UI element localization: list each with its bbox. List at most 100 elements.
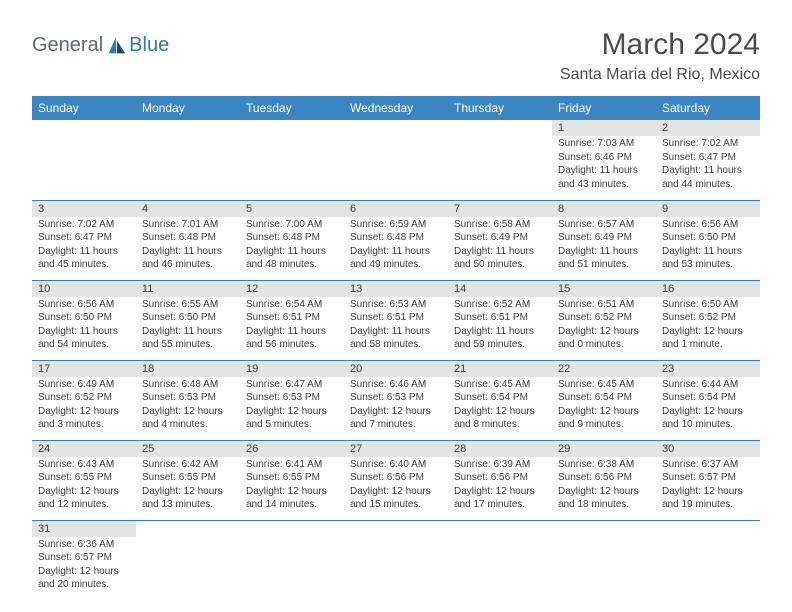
day-cell: 15Sunrise: 6:51 AMSunset: 6:52 PMDayligh… bbox=[552, 280, 656, 360]
day-cell: 30Sunrise: 6:37 AMSunset: 6:57 PMDayligh… bbox=[656, 440, 760, 520]
day-cell: 31Sunrise: 6:36 AMSunset: 6:57 PMDayligh… bbox=[32, 520, 136, 600]
day-detail: Sunrise: 6:46 AMSunset: 6:53 PMDaylight:… bbox=[344, 377, 448, 435]
daylight-text: Daylight: 11 hours and 55 minutes. bbox=[142, 325, 234, 352]
day-number: 24 bbox=[32, 441, 136, 457]
day-cell: 12Sunrise: 6:54 AMSunset: 6:51 PMDayligh… bbox=[240, 280, 344, 360]
sunrise-text: Sunrise: 7:02 AM bbox=[662, 137, 754, 151]
day-cell: 14Sunrise: 6:52 AMSunset: 6:51 PMDayligh… bbox=[448, 280, 552, 360]
day-detail: Sunrise: 6:45 AMSunset: 6:54 PMDaylight:… bbox=[448, 377, 552, 435]
sunset-text: Sunset: 6:55 PM bbox=[246, 471, 338, 485]
daylight-text: Daylight: 11 hours and 50 minutes. bbox=[454, 245, 546, 272]
day-detail: Sunrise: 6:51 AMSunset: 6:52 PMDaylight:… bbox=[552, 297, 656, 355]
empty-cell bbox=[656, 520, 760, 600]
sunset-text: Sunset: 6:51 PM bbox=[454, 311, 546, 325]
day-detail: Sunrise: 7:03 AMSunset: 6:46 PMDaylight:… bbox=[552, 136, 656, 194]
sunset-text: Sunset: 6:55 PM bbox=[142, 471, 234, 485]
day-cell: 5Sunrise: 7:00 AMSunset: 6:48 PMDaylight… bbox=[240, 200, 344, 280]
day-number: 17 bbox=[32, 361, 136, 377]
sunset-text: Sunset: 6:49 PM bbox=[454, 231, 546, 245]
sunrise-text: Sunrise: 6:45 AM bbox=[454, 378, 546, 392]
sunrise-text: Sunrise: 7:00 AM bbox=[246, 218, 338, 232]
day-detail: Sunrise: 6:54 AMSunset: 6:51 PMDaylight:… bbox=[240, 297, 344, 355]
day-number: 7 bbox=[448, 201, 552, 217]
day-number: 15 bbox=[552, 281, 656, 297]
day-detail: Sunrise: 6:55 AMSunset: 6:50 PMDaylight:… bbox=[136, 297, 240, 355]
day-number: 18 bbox=[136, 361, 240, 377]
sunrise-text: Sunrise: 6:44 AM bbox=[662, 378, 754, 392]
sunset-text: Sunset: 6:50 PM bbox=[662, 231, 754, 245]
day-cell: 3Sunrise: 7:02 AMSunset: 6:47 PMDaylight… bbox=[32, 200, 136, 280]
location-label: Santa Maria del Rio, Mexico bbox=[560, 66, 760, 84]
daylight-text: Daylight: 12 hours and 10 minutes. bbox=[662, 405, 754, 432]
sunrise-text: Sunrise: 6:38 AM bbox=[558, 458, 650, 472]
day-number: 20 bbox=[344, 361, 448, 377]
day-number: 25 bbox=[136, 441, 240, 457]
sunset-text: Sunset: 6:50 PM bbox=[38, 311, 130, 325]
sunrise-text: Sunrise: 6:58 AM bbox=[454, 218, 546, 232]
day-detail: Sunrise: 6:58 AMSunset: 6:49 PMDaylight:… bbox=[448, 217, 552, 275]
sunrise-text: Sunrise: 6:49 AM bbox=[38, 378, 130, 392]
daylight-text: Daylight: 12 hours and 9 minutes. bbox=[558, 405, 650, 432]
day-detail: Sunrise: 7:00 AMSunset: 6:48 PMDaylight:… bbox=[240, 217, 344, 275]
day-detail: Sunrise: 7:02 AMSunset: 6:47 PMDaylight:… bbox=[32, 217, 136, 275]
sunrise-text: Sunrise: 6:42 AM bbox=[142, 458, 234, 472]
day-cell: 11Sunrise: 6:55 AMSunset: 6:50 PMDayligh… bbox=[136, 280, 240, 360]
sunrise-text: Sunrise: 6:50 AM bbox=[662, 298, 754, 312]
daylight-text: Daylight: 11 hours and 58 minutes. bbox=[350, 325, 442, 352]
day-number: 14 bbox=[448, 281, 552, 297]
sunset-text: Sunset: 6:52 PM bbox=[38, 391, 130, 405]
daylight-text: Daylight: 11 hours and 59 minutes. bbox=[454, 325, 546, 352]
daylight-text: Daylight: 12 hours and 8 minutes. bbox=[454, 405, 546, 432]
weekday-header: Thursday bbox=[448, 96, 552, 120]
calendar-table: SundayMondayTuesdayWednesdayThursdayFrid… bbox=[32, 96, 760, 600]
weekday-header: Friday bbox=[552, 96, 656, 120]
daylight-text: Daylight: 12 hours and 13 minutes. bbox=[142, 485, 234, 512]
day-number: 1 bbox=[552, 120, 656, 136]
sunrise-text: Sunrise: 6:52 AM bbox=[454, 298, 546, 312]
day-cell: 28Sunrise: 6:39 AMSunset: 6:56 PMDayligh… bbox=[448, 440, 552, 520]
day-cell: 20Sunrise: 6:46 AMSunset: 6:53 PMDayligh… bbox=[344, 360, 448, 440]
daylight-text: Daylight: 11 hours and 49 minutes. bbox=[350, 245, 442, 272]
day-detail: Sunrise: 6:39 AMSunset: 6:56 PMDaylight:… bbox=[448, 457, 552, 515]
daylight-text: Daylight: 12 hours and 3 minutes. bbox=[38, 405, 130, 432]
sunset-text: Sunset: 6:47 PM bbox=[662, 151, 754, 165]
day-cell: 8Sunrise: 6:57 AMSunset: 6:49 PMDaylight… bbox=[552, 200, 656, 280]
sunset-text: Sunset: 6:52 PM bbox=[558, 311, 650, 325]
day-number: 8 bbox=[552, 201, 656, 217]
day-number: 23 bbox=[656, 361, 760, 377]
sunrise-text: Sunrise: 6:46 AM bbox=[350, 378, 442, 392]
logo: General Blue bbox=[32, 34, 169, 57]
daylight-text: Daylight: 12 hours and 1 minute. bbox=[662, 325, 754, 352]
calendar-week-row: 17Sunrise: 6:49 AMSunset: 6:52 PMDayligh… bbox=[32, 360, 760, 440]
sunrise-text: Sunrise: 6:54 AM bbox=[246, 298, 338, 312]
day-number: 3 bbox=[32, 201, 136, 217]
day-detail: Sunrise: 6:47 AMSunset: 6:53 PMDaylight:… bbox=[240, 377, 344, 435]
weekday-header: Saturday bbox=[656, 96, 760, 120]
sunset-text: Sunset: 6:54 PM bbox=[558, 391, 650, 405]
sunrise-text: Sunrise: 6:40 AM bbox=[350, 458, 442, 472]
daylight-text: Daylight: 11 hours and 56 minutes. bbox=[246, 325, 338, 352]
day-cell: 13Sunrise: 6:53 AMSunset: 6:51 PMDayligh… bbox=[344, 280, 448, 360]
daylight-text: Daylight: 12 hours and 0 minutes. bbox=[558, 325, 650, 352]
day-number: 16 bbox=[656, 281, 760, 297]
day-detail: Sunrise: 7:02 AMSunset: 6:47 PMDaylight:… bbox=[656, 136, 760, 194]
sunset-text: Sunset: 6:54 PM bbox=[454, 391, 546, 405]
day-detail: Sunrise: 6:56 AMSunset: 6:50 PMDaylight:… bbox=[32, 297, 136, 355]
day-cell: 24Sunrise: 6:43 AMSunset: 6:55 PMDayligh… bbox=[32, 440, 136, 520]
sunset-text: Sunset: 6:56 PM bbox=[558, 471, 650, 485]
day-cell: 7Sunrise: 6:58 AMSunset: 6:49 PMDaylight… bbox=[448, 200, 552, 280]
day-number: 29 bbox=[552, 441, 656, 457]
day-cell: 4Sunrise: 7:01 AMSunset: 6:48 PMDaylight… bbox=[136, 200, 240, 280]
weekday-header-row: SundayMondayTuesdayWednesdayThursdayFrid… bbox=[32, 96, 760, 120]
calendar-week-row: 3Sunrise: 7:02 AMSunset: 6:47 PMDaylight… bbox=[32, 200, 760, 280]
day-detail: Sunrise: 6:48 AMSunset: 6:53 PMDaylight:… bbox=[136, 377, 240, 435]
sunset-text: Sunset: 6:50 PM bbox=[142, 311, 234, 325]
sunset-text: Sunset: 6:48 PM bbox=[350, 231, 442, 245]
empty-cell bbox=[552, 520, 656, 600]
sail-icon bbox=[105, 35, 127, 57]
sunset-text: Sunset: 6:53 PM bbox=[350, 391, 442, 405]
day-number: 11 bbox=[136, 281, 240, 297]
month-title: March 2024 bbox=[560, 28, 760, 62]
day-cell: 23Sunrise: 6:44 AMSunset: 6:54 PMDayligh… bbox=[656, 360, 760, 440]
daylight-text: Daylight: 12 hours and 12 minutes. bbox=[38, 485, 130, 512]
